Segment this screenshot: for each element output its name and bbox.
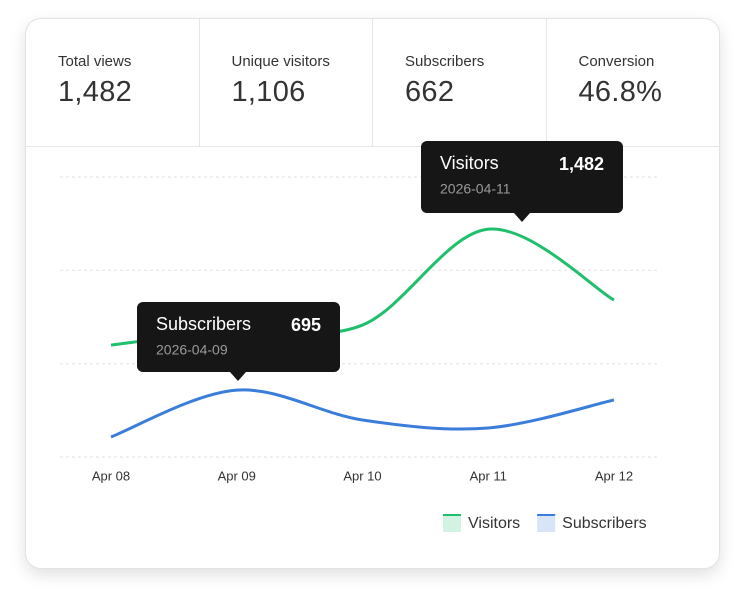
stat-value: 1,106 (231, 76, 306, 108)
legend-label: Subscribers (562, 515, 646, 532)
tooltip-date: 2026-04-09 (156, 342, 228, 358)
stat-label: Conversion (578, 53, 655, 70)
tooltip-box (421, 141, 623, 213)
x-tick-label: Apr 12 (595, 468, 633, 483)
tooltip: Subscribers 695 2026-04-09 (137, 302, 340, 381)
stat: Unique visitors 1,106 (200, 19, 373, 146)
stat: Subscribers 662 (373, 19, 547, 146)
tooltip-box (137, 302, 340, 372)
stat: Total views 1,482 (26, 19, 200, 146)
legend-swatch (537, 514, 556, 532)
legend-swatch (443, 514, 461, 532)
stats-row: Total views 1,482 Unique visitors 1,106 Su… (26, 19, 719, 147)
tooltip-series: Visitors (440, 153, 499, 173)
stat-label: Total views (58, 53, 132, 70)
x-tick-label: Apr 10 (343, 468, 381, 483)
stat-label: Unique visitors (231, 53, 330, 70)
stat-value: 1,482 (58, 76, 133, 108)
stat-value: 46.8% (578, 76, 663, 108)
stat-label: Subscribers (405, 53, 485, 70)
tooltip-value: 1,482 (559, 154, 604, 174)
stat: Conversion 46.8% (547, 19, 720, 146)
tooltip-value: 695 (291, 315, 321, 335)
line (110, 388, 615, 439)
tooltip-date: 2026-04-11 (440, 181, 511, 197)
tooltip-arrow (230, 372, 246, 381)
tooltip-series: Subscribers (156, 314, 251, 334)
x-tick-label: Apr 11 (470, 468, 507, 483)
tooltip-arrow (514, 213, 530, 222)
stat-value: 662 (405, 76, 455, 108)
x-tick-label: Apr 09 (218, 468, 256, 483)
legend-label: Visitors (468, 515, 520, 532)
tooltip: Visitors 1,482 2026-04-11 (421, 141, 623, 222)
x-tick-label: Apr 08 (92, 468, 130, 483)
